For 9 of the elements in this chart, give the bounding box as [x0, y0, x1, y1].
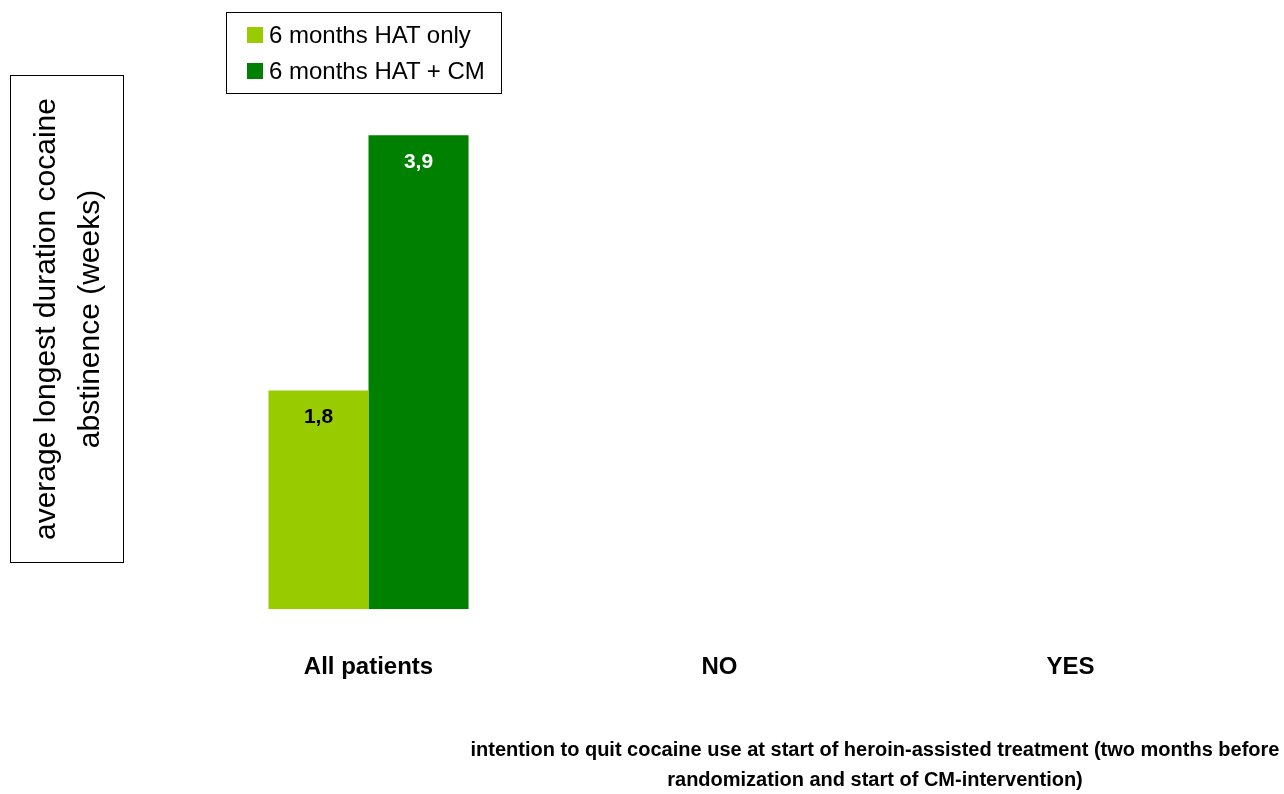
- x-tick-label: NO: [701, 652, 738, 680]
- legend-label: 6 months HAT only: [269, 20, 471, 50]
- data-label: 3,9: [403, 148, 434, 172]
- x-tick-label: All patients: [303, 652, 434, 680]
- data-label: 1,8: [303, 404, 334, 428]
- x-axis-title: intention to quit cocaine use at start of heroin-assisted treatment (two months before randomization and start of CM-intervention): [469, 737, 1281, 792]
- x-tick-label: YES: [1046, 652, 1095, 680]
- legend-label: 6 months HAT + CM: [269, 56, 485, 86]
- y-axis-title: average longest duration cocaine abstinence (weeks): [27, 97, 106, 542]
